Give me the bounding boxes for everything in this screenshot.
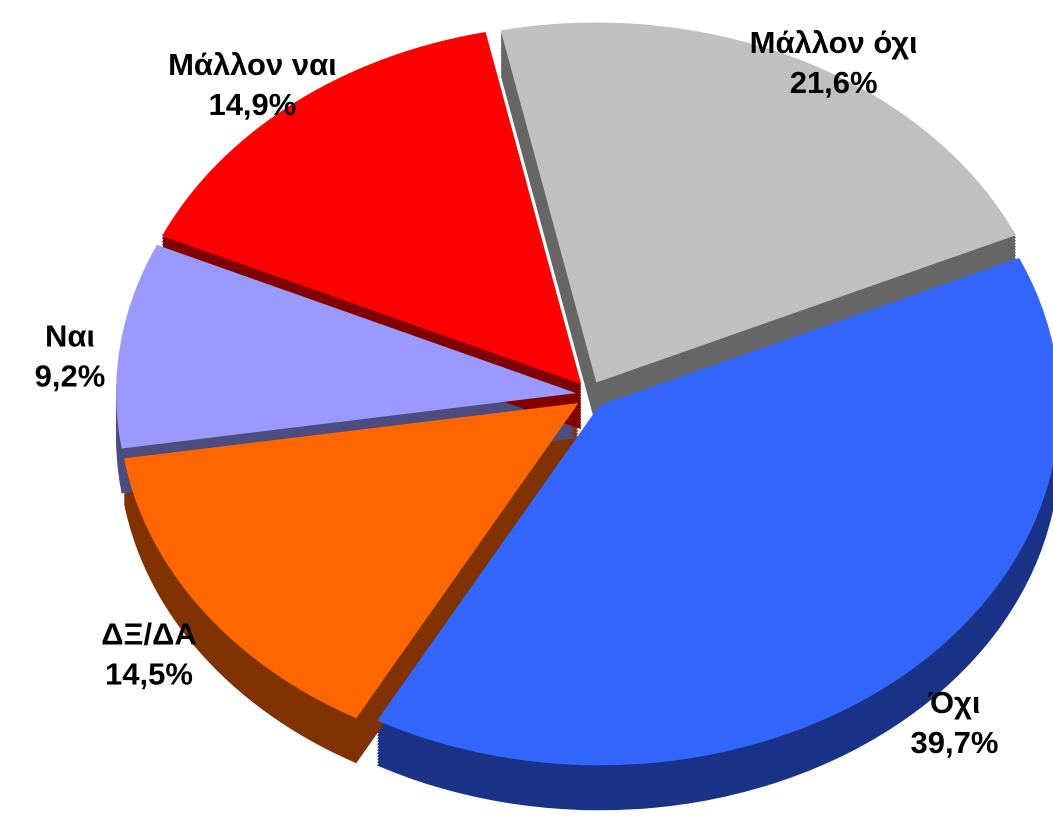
slice-value-label: 14,5% bbox=[105, 657, 193, 692]
slice-label: Ναι bbox=[45, 319, 95, 354]
slice-value-label: 39,7% bbox=[911, 725, 999, 760]
slice-label: Όχι bbox=[927, 685, 980, 720]
slice bbox=[500, 22, 1017, 383]
slice-value-label: 9,2% bbox=[35, 359, 106, 394]
slice-label: ΔΞ/ΔΑ bbox=[101, 617, 197, 652]
slice-value-label: 14,9% bbox=[208, 87, 296, 122]
slice-value-label: 21,6% bbox=[790, 65, 878, 100]
slice bbox=[116, 244, 577, 449]
slice bbox=[124, 403, 579, 719]
slice bbox=[377, 257, 1053, 766]
slice-label: Μάλλον όχι bbox=[750, 25, 918, 60]
slice bbox=[161, 31, 582, 385]
slice-label: Μάλλον ναι bbox=[168, 47, 337, 82]
